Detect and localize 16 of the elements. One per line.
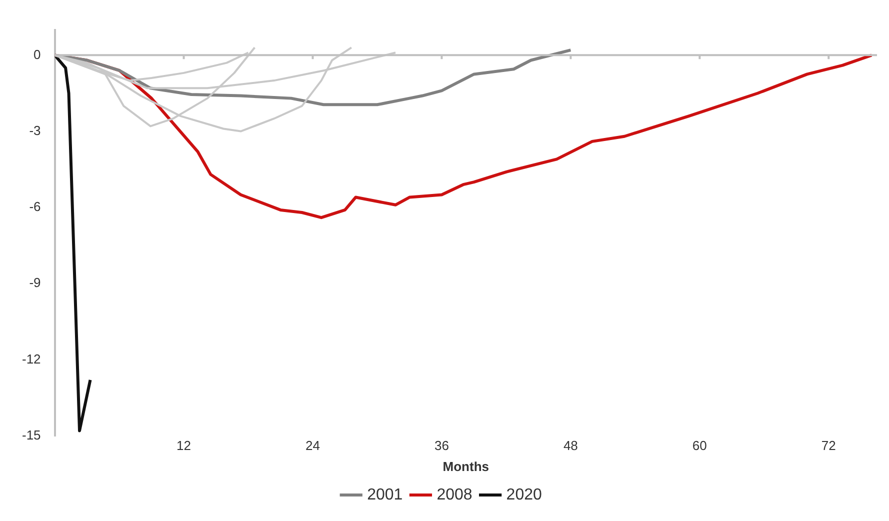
x-tick-label: 60: [692, 438, 707, 454]
x-tick-label: 36: [434, 438, 449, 454]
y-tick-label: -15: [22, 427, 41, 442]
x-tick-label: 24: [306, 438, 320, 454]
x-tick-label: 12: [176, 438, 191, 454]
x-axis-title: Months: [442, 458, 490, 474]
y-tick-label: 0: [34, 46, 41, 62]
legend-label: 2020: [506, 486, 542, 504]
y-tick-label: -6: [29, 199, 41, 214]
y-tick-label: -12: [22, 351, 41, 366]
legend-label: 2001: [367, 486, 403, 504]
y-tick-label: -9: [29, 275, 41, 290]
x-tick-label: 72: [821, 438, 836, 454]
x-tick-label: 48: [563, 438, 578, 454]
legend-label: 2008: [436, 486, 472, 504]
y-tick-label: -3: [29, 122, 41, 138]
